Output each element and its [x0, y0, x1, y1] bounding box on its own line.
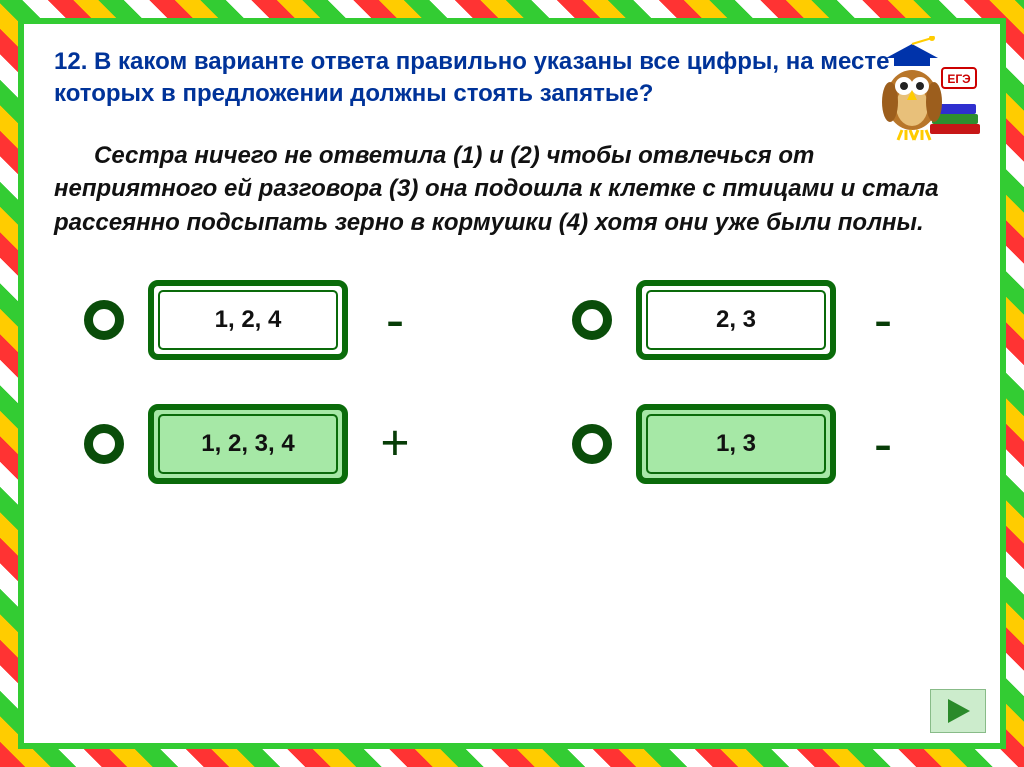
- answer-label: 1, 2, 3, 4: [201, 430, 294, 458]
- radio-icon[interactable]: [572, 300, 612, 340]
- slide-frame: ЕГЭ: [18, 18, 1006, 749]
- sentence-text: Сестра ничего не ответила (1) и (2) чтоб…: [54, 142, 939, 236]
- question-text: В каком варианте ответа правильно указан…: [54, 48, 889, 107]
- ege-badge-text: ЕГЭ: [947, 72, 971, 86]
- option-row: 1, 2, 4 -: [84, 280, 452, 360]
- question-number: 12.: [54, 48, 87, 75]
- mark-minus-icon: -: [372, 294, 418, 346]
- answer-label: 1, 2, 4: [215, 306, 282, 334]
- next-button[interactable]: [930, 689, 986, 733]
- content-card: ЕГЭ: [24, 24, 1000, 743]
- answer-label: 1, 3: [716, 430, 756, 458]
- answer-box[interactable]: 1, 3: [636, 404, 836, 484]
- radio-icon[interactable]: [84, 300, 124, 340]
- option-row: 1, 2, 3, 4 +: [84, 404, 452, 484]
- question-sentence: Сестра ничего не ответила (1) и (2) чтоб…: [54, 139, 970, 240]
- mark-plus-icon: +: [372, 418, 418, 470]
- radio-icon[interactable]: [84, 424, 124, 464]
- option-row: 1, 3 -: [572, 404, 940, 484]
- radio-icon[interactable]: [572, 424, 612, 464]
- answer-box[interactable]: 2, 3: [636, 280, 836, 360]
- answer-label: 2, 3: [716, 306, 756, 334]
- answer-box-correct[interactable]: 1, 2, 3, 4: [148, 404, 348, 484]
- owl-illustration: ЕГЭ: [880, 36, 980, 146]
- mark-minus-icon: -: [860, 418, 906, 470]
- options-grid: 1, 2, 4 - 2, 3 - 1, 2, 3, 4 +: [54, 280, 970, 484]
- option-row: 2, 3 -: [572, 280, 940, 360]
- slide-border: ЕГЭ: [0, 0, 1024, 767]
- mark-minus-icon: -: [860, 294, 906, 346]
- answer-box[interactable]: 1, 2, 4: [148, 280, 348, 360]
- question-title: 12. В каком варианте ответа правильно ук…: [54, 46, 970, 111]
- arrow-right-icon: [942, 695, 974, 727]
